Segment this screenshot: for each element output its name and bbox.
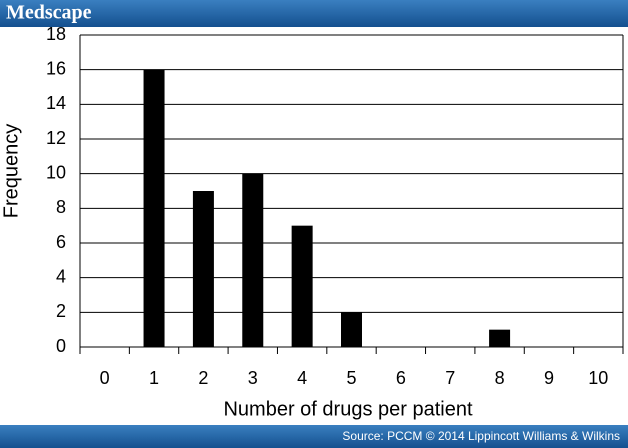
x-tick-label: 10: [588, 368, 608, 388]
x-tick-label: 4: [297, 368, 307, 388]
x-tick-label: 1: [149, 368, 159, 388]
y-tick-label: 12: [46, 128, 66, 148]
footer-bar: [0, 425, 628, 448]
bar: [192, 191, 214, 347]
y-tick-label: 2: [56, 301, 66, 321]
y-tick-label: 14: [46, 93, 66, 113]
y-tick-label: 18: [46, 24, 66, 44]
x-tick-label: 7: [445, 368, 455, 388]
y-axis-title: Frequency: [0, 124, 22, 219]
brand: Medscape: [6, 2, 92, 24]
y-tick-label: 16: [46, 58, 66, 78]
source: Source: PCCM © 2014 Lippincott Williams …: [342, 429, 620, 443]
x-tick-label: 9: [544, 368, 554, 388]
x-tick-label: 8: [495, 368, 505, 388]
bar: [242, 173, 264, 347]
header-bar: [0, 0, 628, 27]
x-tick-label: 3: [248, 368, 258, 388]
x-tick-label: 2: [198, 368, 208, 388]
y-tick-label: 4: [56, 266, 66, 286]
x-axis-title: Number of drugs per patient: [223, 398, 472, 420]
x-tick-label: 6: [396, 368, 406, 388]
y-tick-label: 6: [56, 232, 66, 252]
y-tick-label: 0: [56, 336, 66, 356]
bar: [143, 69, 165, 348]
bar: [341, 312, 362, 347]
x-tick-label: 0: [100, 368, 110, 388]
bar: [291, 225, 313, 347]
bar: [489, 329, 511, 347]
x-tick-label: 5: [346, 368, 356, 388]
y-tick-label: 8: [56, 197, 66, 217]
y-tick-label: 10: [46, 162, 66, 182]
